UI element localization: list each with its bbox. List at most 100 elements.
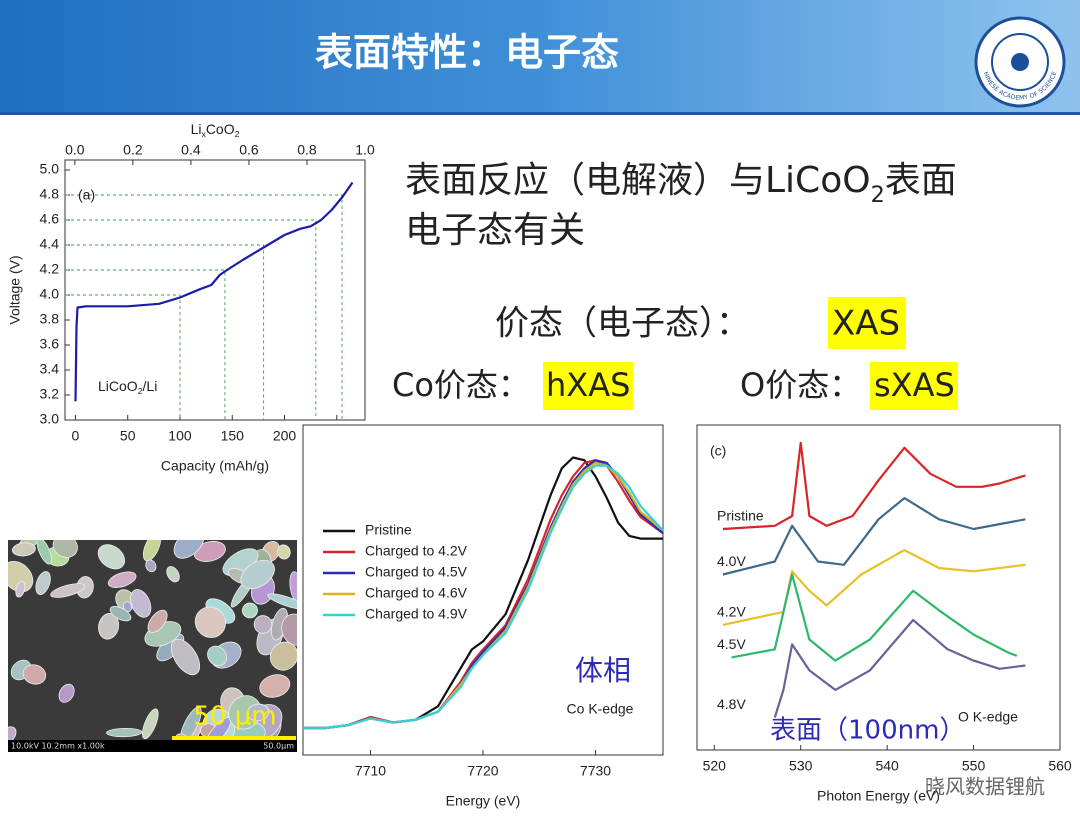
annotation: LiCoO2/Li [98, 378, 157, 397]
valence-label: 价态（电子态）： [495, 304, 750, 344]
x-tick-label: 560 [1048, 758, 1072, 774]
series-label: 4.2V [717, 604, 746, 620]
x-tick-label: 530 [789, 758, 813, 774]
particle [240, 559, 275, 590]
legend-label: Charged to 4.6V [365, 585, 468, 601]
particle [253, 615, 273, 634]
particle [207, 645, 227, 667]
particle [50, 583, 86, 598]
y-tick-label: 4.4 [40, 236, 60, 252]
x2-axis-label-part: x [201, 129, 206, 139]
guide-line [65, 219, 317, 420]
series-line [722, 441, 1026, 531]
y-tick-label: 3.8 [40, 311, 60, 327]
particle [170, 638, 201, 676]
panel-label: (a) [78, 187, 95, 203]
highlight [870, 362, 958, 410]
x2-tick-label: 0.2 [123, 142, 143, 158]
particle [267, 593, 297, 610]
y-tick-label: 3.4 [40, 361, 60, 377]
x-tick-label: 150 [221, 428, 245, 444]
header-band [0, 0, 1080, 115]
x2-axis-label-part: Li [191, 121, 202, 137]
o-method: sXAS [874, 366, 955, 404]
x-tick-label: 100 [168, 428, 192, 444]
x2-tick-label: 0.4 [181, 142, 201, 158]
slide-title: 表面特性：电子态 [315, 31, 619, 75]
annotation: O K-edge [958, 709, 1018, 725]
y-tick-label: 3.6 [40, 336, 60, 352]
x2-axis-label-part: 2 [235, 129, 240, 139]
statement-line: 表面反应（电解液）与LiCoO2表面 [405, 160, 957, 208]
y-tick-label: 4.0 [40, 286, 60, 302]
particle [52, 540, 78, 558]
sem-scale-label: 50 µm [193, 702, 276, 732]
particle [142, 540, 162, 562]
guide-line [65, 244, 265, 420]
legend-label: Pristine [365, 522, 412, 538]
annotation-part: LiCoO [98, 378, 138, 394]
legend-label: Charged to 4.2V [365, 543, 468, 559]
sem-info-bar [8, 740, 297, 752]
statement-line-part: 表面 [885, 160, 957, 201]
x-axis-label: Capacity (mAh/g) [161, 458, 269, 474]
particle [269, 641, 297, 671]
statement-line: 电子态有关 [405, 210, 585, 251]
series-line [303, 464, 664, 730]
x-tick-label: 7730 [580, 763, 611, 779]
guide-line [65, 194, 343, 420]
sem-scale-text: 50.0µm [263, 742, 294, 751]
x-tick-label: 540 [875, 758, 899, 774]
x2-tick-label: 1.0 [355, 142, 375, 158]
x-tick-label: 50 [120, 428, 136, 444]
particle [97, 544, 126, 570]
y-tick-label: 4.2 [40, 261, 60, 277]
y-tick-label: 3.0 [40, 411, 60, 427]
sem-info: 10.0kV 10.2mm x1.00k [11, 742, 105, 751]
x-axis-label: Energy (eV) [446, 793, 521, 809]
highlight [828, 297, 906, 349]
panel-label: (c) [710, 443, 726, 459]
particle [241, 602, 258, 619]
particle [106, 727, 143, 738]
statement-line-part: 表面反应（电解液）与LiCoO [405, 160, 871, 201]
particle [107, 571, 137, 589]
x2-tick-label: 0.8 [297, 142, 317, 158]
x-tick-label: 200 [273, 428, 297, 444]
annotation: Co K-edge [567, 701, 634, 717]
plot-frame [696, 424, 1061, 751]
particle [8, 561, 34, 593]
particle [11, 542, 36, 557]
particle [173, 540, 205, 559]
particle [147, 609, 168, 633]
legend-label: Charged to 4.9V [365, 606, 468, 622]
particle [122, 601, 133, 613]
particle [193, 540, 226, 562]
annotation-part: 2 [138, 386, 143, 396]
x-tick-label: 0 [72, 428, 80, 444]
particle [228, 695, 262, 730]
series-label: 4.0V [717, 553, 746, 569]
co-method: hXAS [546, 366, 630, 404]
particle [289, 571, 297, 603]
series-line [731, 573, 1018, 662]
particle [166, 566, 180, 583]
particle [145, 559, 157, 573]
particle [8, 726, 17, 745]
header-rule [0, 112, 1080, 115]
annotation-part: /Li [143, 378, 158, 394]
particle [130, 589, 152, 618]
annotation: 体相 [575, 654, 631, 687]
guide-line [65, 294, 181, 420]
surface-note: 表面（100nm） [770, 716, 965, 746]
plot-frame [302, 424, 664, 756]
particle [15, 580, 26, 598]
series-label: Pristine [717, 508, 764, 524]
series-line [773, 618, 1026, 718]
y-axis-label: Voltage (V) [7, 255, 23, 324]
x-tick-label: 7710 [355, 763, 386, 779]
particle [35, 571, 51, 595]
statement-line-part: 2 [871, 182, 885, 208]
series-label: 4.5V [717, 636, 746, 652]
